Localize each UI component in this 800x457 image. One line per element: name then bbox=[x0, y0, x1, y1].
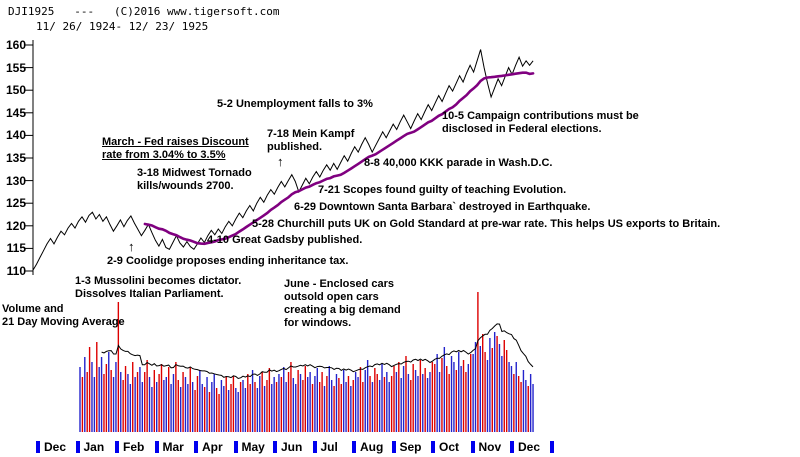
month-label: Sep bbox=[399, 440, 422, 454]
annotation-note: 5-2 Unemployment falls to 3% bbox=[217, 98, 373, 111]
annotation-note: 3-18 Midwest Tornado kills/wounds 2700. bbox=[137, 167, 252, 193]
annotation-line: 5-28 Churchill puts UK on Gold Standard … bbox=[252, 218, 721, 230]
annotation-line: creating a big demand bbox=[284, 304, 401, 316]
month-tick bbox=[194, 441, 198, 453]
month-tick bbox=[233, 441, 238, 453]
annotation-line: rate from 3.04% to 3.5% bbox=[102, 149, 226, 161]
annotation-line: for windows. bbox=[284, 317, 352, 329]
month-label: Oct bbox=[439, 440, 460, 454]
month-label: Dec bbox=[44, 440, 67, 454]
y-axis-label: 160 bbox=[5, 38, 26, 52]
annotation-note: 4-10 Great Gadsby published. bbox=[207, 234, 362, 247]
month-label: Nov bbox=[478, 440, 502, 454]
annotation-note: 6-29 Downtown Santa Barbara` destroyed i… bbox=[294, 201, 590, 214]
volume-label-line2: 21 Day Moving Average bbox=[2, 316, 125, 328]
y-axis-label: 125 bbox=[5, 196, 26, 211]
annotation-line: 3-18 Midwest Tornado bbox=[137, 167, 252, 179]
annotation-line: Dissolves Italian Parliament. bbox=[75, 288, 224, 300]
annotation-line: 7-21 Scopes found guilty of teaching Evo… bbox=[318, 184, 567, 196]
annotation-line: 6-29 Downtown Santa Barbara` destroyed i… bbox=[294, 201, 591, 213]
month-label: Mar bbox=[162, 440, 184, 454]
volume-label-line1: Volume and bbox=[2, 303, 64, 315]
month-tick bbox=[154, 441, 159, 453]
annotation-note: 10-5 Campaign contributions must be discl… bbox=[442, 110, 639, 136]
month-label: Aug bbox=[360, 440, 384, 454]
y-axis-label: 115 bbox=[6, 241, 26, 256]
annotation-line: 1-3 Mussolini becomes dictator. bbox=[75, 275, 242, 287]
annotation-note: 5-28 Churchill puts UK on Gold Standard … bbox=[252, 218, 720, 231]
chart-date-range: 11/ 26/ 1924- 12/ 23/ 1925 bbox=[36, 20, 209, 33]
y-axis-label: 130 bbox=[5, 173, 26, 188]
month-label: May bbox=[241, 440, 265, 454]
annotation-line: 8-8 40,000 KKK parade in Wash.D.C. bbox=[364, 157, 553, 169]
annotation-note: 7-21 Scopes found guilty of teaching Evo… bbox=[318, 184, 566, 197]
annotation-line: disclosed in Federal elections. bbox=[442, 123, 602, 135]
y-axis-label: 150 bbox=[5, 83, 26, 98]
y-axis-label: 110 bbox=[6, 264, 26, 278]
up-arrow-marker: ↑ bbox=[128, 239, 135, 254]
annotation-line: 2-9 Coolidge proposes ending inheritance… bbox=[107, 255, 349, 267]
month-label: Apr bbox=[202, 440, 223, 454]
month-tick bbox=[431, 441, 435, 453]
y-axis-label: 135 bbox=[5, 151, 26, 165]
month-tick bbox=[75, 441, 80, 453]
annotation-line: June - Enclosed cars bbox=[284, 278, 395, 290]
month-tick bbox=[273, 441, 277, 453]
up-arrow-marker: ↑ bbox=[277, 154, 284, 169]
annotation-note: 7-18 Mein Kampf published. bbox=[267, 128, 354, 154]
month-label: Dec bbox=[518, 440, 541, 454]
month-tick bbox=[352, 441, 356, 453]
annotation-line: 4-10 Great Gadsby published. bbox=[207, 234, 363, 246]
annotation-line: 10-5 Campaign contributions must be bbox=[442, 110, 639, 122]
annotation-line: March - Fed raises Discount bbox=[102, 136, 249, 148]
month-tick bbox=[391, 441, 396, 453]
month-tick bbox=[470, 441, 475, 453]
month-label: Jun bbox=[281, 440, 303, 454]
month-tick bbox=[312, 441, 317, 453]
month-label: Jan bbox=[83, 440, 105, 454]
month-tick bbox=[36, 441, 40, 453]
annotation-note: 2-9 Coolidge proposes ending inheritance… bbox=[107, 255, 348, 268]
month-tick bbox=[115, 441, 119, 453]
y-axis-label: 145 bbox=[5, 105, 26, 120]
annotation-note: 8-8 40,000 KKK parade in Wash.D.C. bbox=[364, 157, 553, 170]
y-axis-label: 140 bbox=[5, 128, 26, 143]
annotation-note: March - Fed raises Discount rate from 3.0… bbox=[102, 136, 249, 162]
annotation-note: 1-3 Mussolini becomes dictator. Dissolves… bbox=[75, 275, 241, 301]
annotation-line: published. bbox=[267, 141, 322, 153]
annotation-note: June - Enclosed cars outsold open cars cre… bbox=[284, 278, 401, 330]
chart-title: DJI1925 --- (C)2016 www.tigersoft.com bbox=[8, 5, 280, 18]
annotation-line: kills/wounds 2700. bbox=[137, 180, 234, 192]
month-label: Jul bbox=[320, 440, 338, 454]
month-tick bbox=[549, 441, 554, 453]
annotation-line: outsold open cars bbox=[284, 291, 379, 303]
month-label: Feb bbox=[123, 440, 145, 454]
y-axis-label: 155 bbox=[5, 60, 26, 75]
volume-pane-label: Volume and 21 Day Moving Average bbox=[2, 303, 125, 329]
annotation-line: 7-18 Mein Kampf bbox=[267, 128, 355, 140]
y-axis-label: 120 bbox=[5, 218, 26, 233]
annotation-line: 5-2 Unemployment falls to 3% bbox=[217, 98, 373, 110]
month-tick bbox=[510, 441, 514, 453]
